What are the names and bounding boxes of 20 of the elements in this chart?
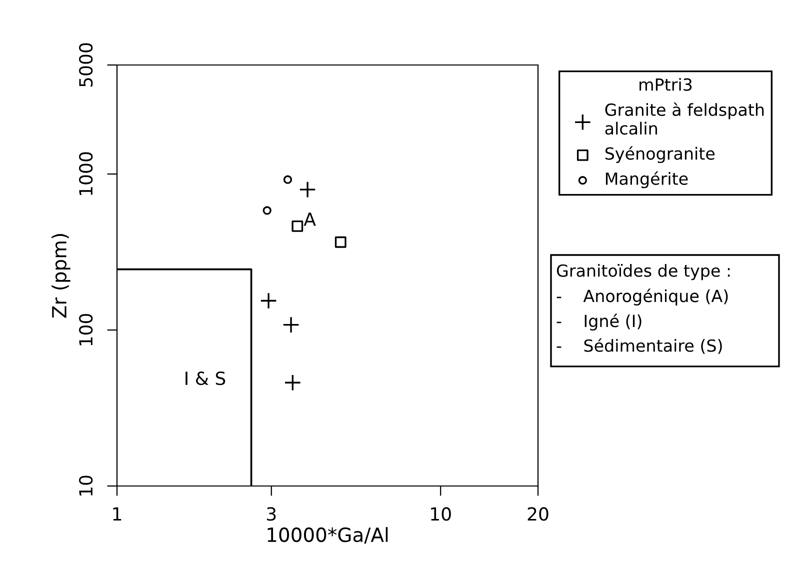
y-axis-title: Zr (ppm) xyxy=(52,234,70,318)
x-axis-title: 10000*Ga/Al xyxy=(268,527,388,544)
text: - Anorogénique (A) xyxy=(556,288,728,306)
text: - Igné (I) xyxy=(556,314,642,330)
x-tick-label: 1 xyxy=(113,507,122,521)
legend-label: Syénogranite xyxy=(605,146,715,164)
legend-title: mPtri3 xyxy=(640,78,692,91)
y-tick-label: 1000 xyxy=(79,152,93,196)
y-tick-label: 100 xyxy=(79,314,93,346)
legend-label: Mangérite xyxy=(606,171,688,188)
annotation: A xyxy=(304,212,316,226)
annotation: I & S xyxy=(186,371,226,386)
x-tick-label: 10 xyxy=(431,507,451,521)
y-tick-label: 5000 xyxy=(79,43,93,87)
x-tick-label: 20 xyxy=(528,507,548,521)
legend-label: Granite à feldspath alcalin xyxy=(605,102,764,135)
x-tick-label: 3 xyxy=(267,507,276,521)
text: Granitoïdes de type : xyxy=(556,264,730,280)
text: - Sédimentaire (S) xyxy=(556,338,722,354)
y-tick-label: 10 xyxy=(79,476,93,496)
